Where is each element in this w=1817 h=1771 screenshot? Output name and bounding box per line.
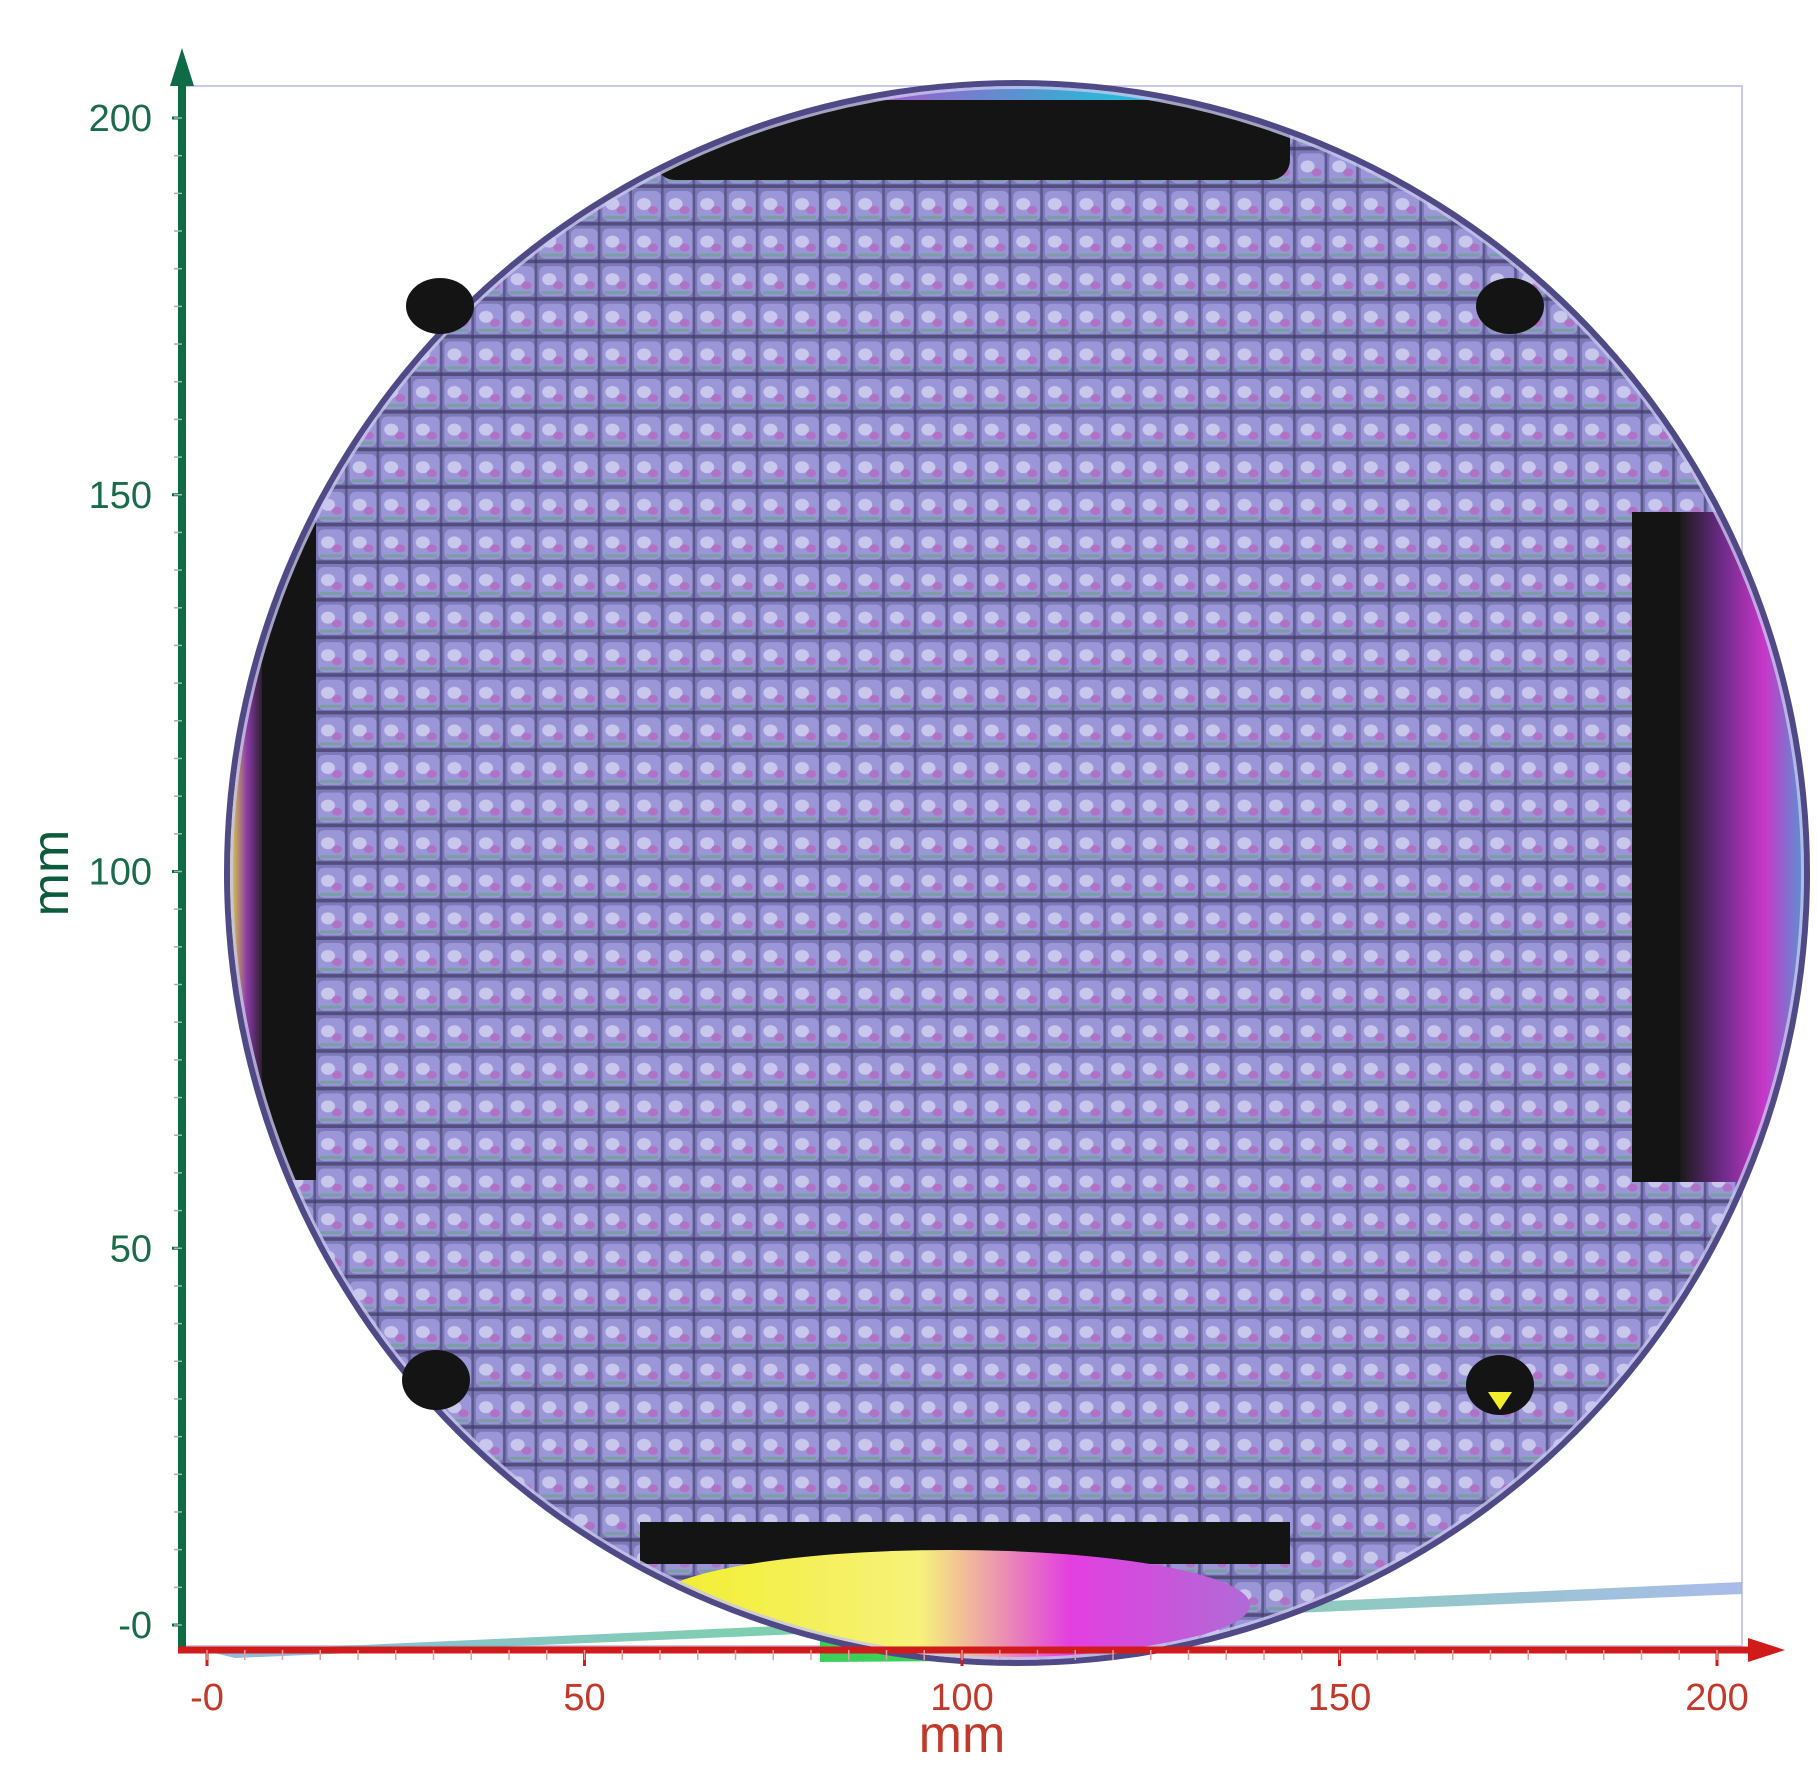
y-axis-arrow-icon bbox=[170, 48, 194, 86]
x-tick-label: 50 bbox=[563, 1677, 605, 1719]
y-axis-label: mm bbox=[22, 830, 80, 917]
x-tick-label: 200 bbox=[1685, 1677, 1748, 1719]
edge-exclusion-left bbox=[230, 520, 265, 1180]
alignment-mark-top-right bbox=[1476, 278, 1544, 334]
x-tick-label: 150 bbox=[1308, 1677, 1371, 1719]
y-tick-label: -0 bbox=[118, 1605, 152, 1647]
x-tick-label: -0 bbox=[190, 1677, 224, 1719]
alignment-marks bbox=[402, 278, 1544, 1415]
alignment-mark-top-left bbox=[406, 278, 474, 334]
alignment-mark-bottom-right bbox=[1466, 1355, 1534, 1415]
x-axis-label: mm bbox=[919, 1706, 1006, 1764]
edge-exclusion-right bbox=[1680, 512, 1804, 1182]
y-axis: -0 50 100 150 200 mm bbox=[22, 48, 194, 1650]
alignment-mark-bottom-left bbox=[402, 1350, 470, 1410]
y-tick-label: 200 bbox=[89, 98, 152, 140]
x-axis-arrow-icon bbox=[1748, 1638, 1785, 1662]
edge-exclusion-bottom bbox=[650, 1550, 1250, 1660]
edge-band-right bbox=[1632, 512, 1682, 1182]
wafer bbox=[224, 80, 1810, 1666]
x-tick-label: 100 bbox=[930, 1677, 993, 1719]
x-axis: -0 50 100 150 200 mm bbox=[178, 1638, 1785, 1764]
y-tick-label: 100 bbox=[89, 852, 152, 894]
y-tick-label: 150 bbox=[89, 475, 152, 517]
die-grid bbox=[230, 86, 1804, 1660]
edge-band-top bbox=[655, 100, 1290, 180]
y-tick-label: 50 bbox=[110, 1228, 152, 1270]
